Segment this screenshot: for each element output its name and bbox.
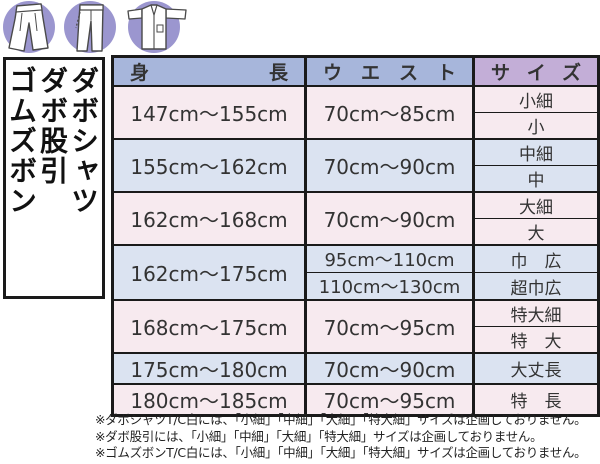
slim-pants-icon [64,1,116,53]
size-cell: 特大細 [472,299,600,327]
table-row: 162cm〜168cm 70cm〜90cm 大細 [111,191,600,245]
height-cell: 155cm〜162cm [111,138,307,192]
table-row: 162cm〜175cm 95cm〜110cm 巾 広 [111,244,600,300]
footnote-dabo-shirt: ※ダボシャツT/C白には、「小細」「中細」「大細」「特大細」サイズは企画しており… [95,412,587,427]
col-header-height: 身長 [111,56,307,87]
size-cell: 小細 [472,85,600,113]
height-cell: 168cm〜175cm [111,299,307,353]
waist-cell: 95cm〜110cm [304,244,475,273]
waist-cell: 70cm〜90cm [304,191,475,245]
waist-cell: 70cm〜90cm [304,352,475,384]
size-cell: 中 [472,165,600,192]
size-cell: 大細 [472,191,600,219]
waist-cell: 70cm〜85cm [304,85,475,139]
table-row: 155cm〜162cm 70cm〜90cm 中細 [111,138,600,192]
footnote-dabo-momohiki: ※ダボ股引には、「小細」「中細」「大細」「特大細」サイズは企画しておりません。 [95,428,543,444]
table-row: 110cm〜130cm 超巾広 [113,272,600,300]
footnote-gomu-zubon: ※ゴムズボンT/C白には、「小細」「中細」「大細」「特大細」サイズは企画しており… [95,445,587,460]
height-cell: 162cm〜168cm [111,191,307,245]
table-row: 中 [113,165,600,192]
table-row: 147cm〜155cm 70cm〜85cm 小細 [111,85,600,139]
size-cell: 大丈長 [472,352,600,384]
dabo-shirt-icon [127,1,187,53]
table-row: 175cm〜180cm 70cm〜90cm 大丈長 [111,352,600,384]
table-row: 小 [113,112,600,139]
size-chart-table: 身長 ウエスト サイズ 147cm〜155cm 70cm〜85cm 小細 小 1… [111,55,600,417]
size-cell: 特 長 [472,383,600,416]
size-chart: 身長 ウエスト サイズ 147cm〜155cm 70cm〜85cm 小細 小 1… [111,55,600,417]
header-row: 身長 ウエスト サイズ [111,56,600,87]
col-header-waist: ウエスト [304,56,475,87]
size-cell: 巾 広 [472,244,600,273]
waist-cell: 70cm〜95cm [304,299,475,353]
size-cell: 小 [472,112,600,139]
col-header-size: サイズ [472,56,600,87]
height-cell: 162cm〜175cm [111,244,307,300]
table-row: 大 [113,218,600,245]
product-name-vertical-text: ダボシャツ ダボ股引 ゴムズボン [5,66,100,216]
size-cell: 大 [472,218,600,245]
table-row: 180cm〜185cm 70cm〜95cm 特 長 [111,383,600,416]
waist-cell: 70cm〜95cm [304,383,475,416]
size-cell: 超巾広 [472,272,600,300]
waist-cell: 110cm〜130cm [304,272,475,300]
height-cell: 147cm〜155cm [111,85,307,139]
size-cell: 中細 [472,138,600,166]
table-row: 168cm〜175cm 70cm〜95cm 特大細 [111,299,600,353]
height-cell: 180cm〜185cm [111,383,307,416]
product-icon-row [2,1,190,55]
size-cell: 特 大 [472,326,600,353]
table-row: 特 大 [113,326,600,353]
wide-pants-icon [3,1,55,53]
waist-cell: 70cm〜90cm [304,138,475,192]
footnotes: ※ダボシャツT/C白には、「小細」「中細」「大細」「特大細」サイズは企画しており… [95,412,600,462]
product-name-box: ダボシャツ ダボ股引 ゴムズボン [3,57,105,299]
height-cell: 175cm〜180cm [111,352,307,384]
